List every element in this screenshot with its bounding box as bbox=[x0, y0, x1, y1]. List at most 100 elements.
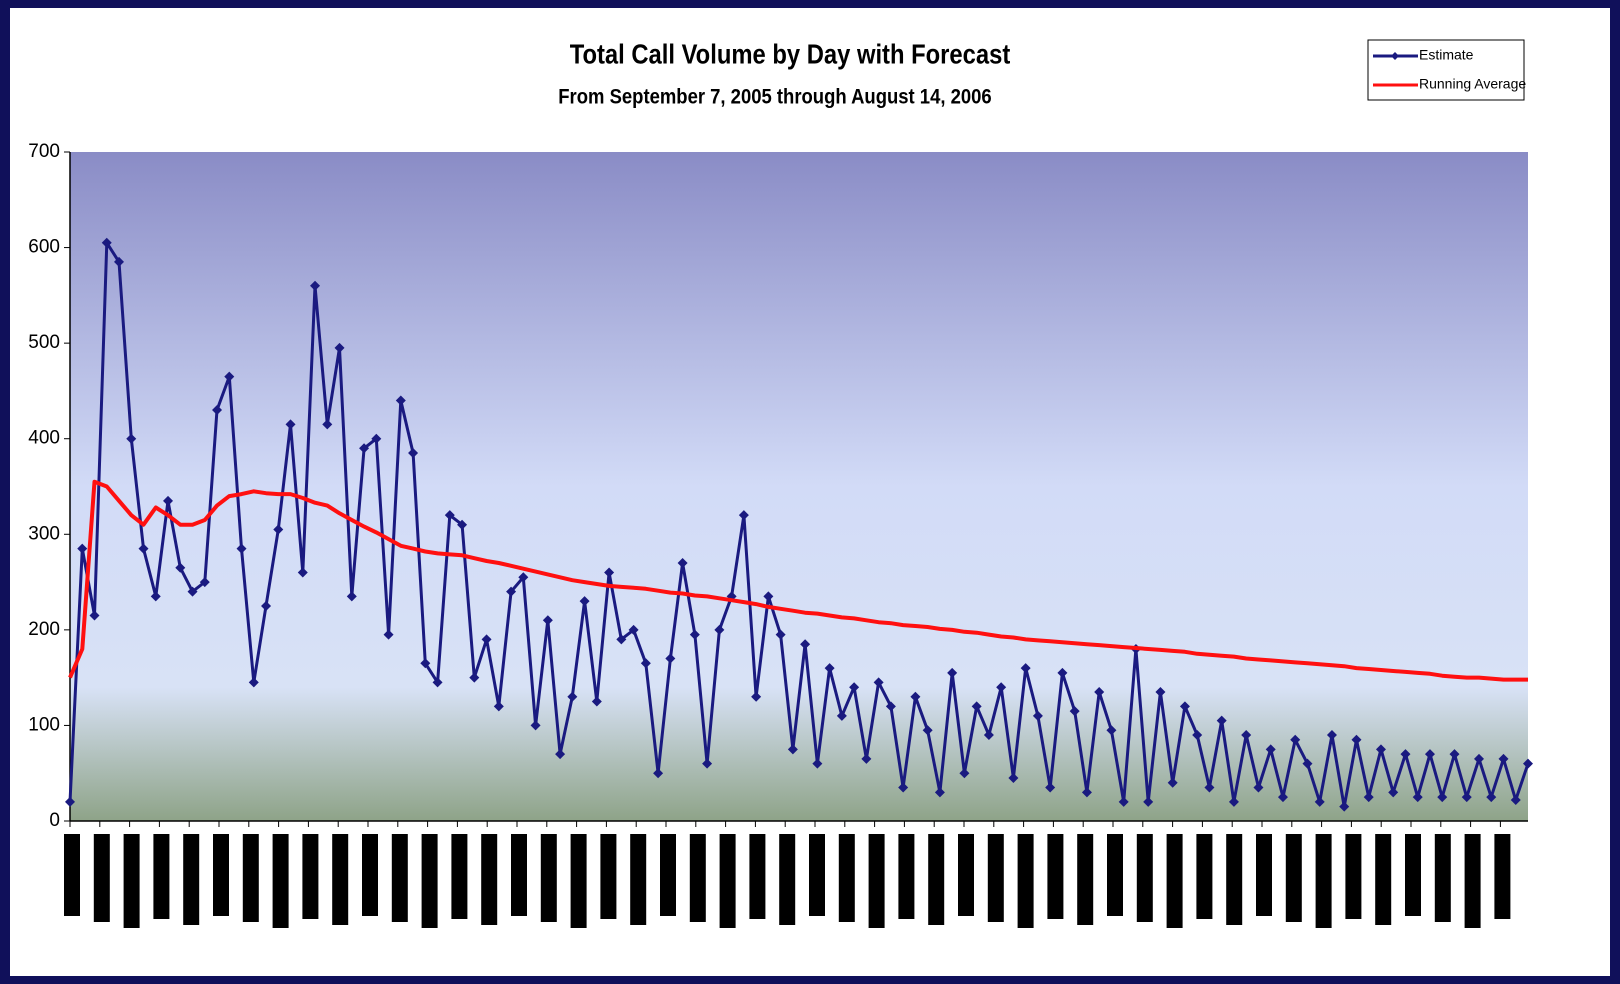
data-point bbox=[1400, 749, 1411, 760]
x-label-blot bbox=[242, 834, 259, 922]
data-point bbox=[1326, 729, 1337, 740]
x-label-blot bbox=[1166, 834, 1183, 928]
data-point bbox=[1412, 792, 1423, 803]
data-point bbox=[506, 586, 517, 597]
x-label-blot bbox=[183, 834, 200, 925]
data-point bbox=[689, 629, 700, 640]
x-label-blot bbox=[302, 834, 319, 919]
data-point bbox=[212, 405, 223, 416]
data-point bbox=[481, 634, 492, 645]
x-label-blot bbox=[272, 834, 289, 928]
x-label-blot bbox=[1375, 834, 1392, 925]
data-point bbox=[1155, 686, 1166, 697]
data-point bbox=[444, 510, 455, 521]
data-point bbox=[873, 677, 884, 688]
data-point bbox=[1473, 753, 1484, 764]
data-point bbox=[1277, 792, 1288, 803]
data-point bbox=[1461, 792, 1472, 803]
x-label-blot bbox=[689, 834, 706, 922]
x-label-blot bbox=[1047, 834, 1064, 919]
legend-label: Estimate bbox=[1419, 47, 1474, 63]
x-label-blot bbox=[1315, 834, 1332, 928]
data-point bbox=[959, 768, 970, 779]
x-label-blot bbox=[451, 834, 468, 919]
data-point bbox=[983, 729, 994, 740]
data-point bbox=[1167, 777, 1178, 788]
chart-title: Total Call Volume by Day with Forecast bbox=[570, 38, 1011, 70]
data-point bbox=[1069, 706, 1080, 717]
data-point bbox=[849, 682, 860, 693]
series-line bbox=[68, 479, 1528, 682]
data-point bbox=[285, 419, 296, 430]
data-point bbox=[138, 543, 149, 554]
x-label-blot bbox=[1136, 834, 1153, 922]
data-point bbox=[334, 342, 345, 353]
data-point bbox=[199, 577, 210, 588]
data-point bbox=[236, 543, 247, 554]
x-label-blot bbox=[93, 834, 110, 922]
data-point bbox=[653, 768, 664, 779]
y-tick-label: 100 bbox=[28, 714, 60, 735]
x-label-blot bbox=[779, 834, 796, 925]
data-point bbox=[1498, 753, 1509, 764]
data-point bbox=[1143, 796, 1154, 807]
data-point bbox=[775, 629, 786, 640]
data-point bbox=[861, 753, 872, 764]
data-point bbox=[346, 591, 357, 602]
data-point bbox=[518, 572, 529, 583]
y-tick-label: 600 bbox=[28, 237, 60, 258]
x-label-blot bbox=[1405, 834, 1421, 916]
data-point bbox=[934, 787, 945, 798]
data-point bbox=[248, 677, 259, 688]
data-point bbox=[1424, 749, 1435, 760]
data-point bbox=[1486, 792, 1497, 803]
data-point bbox=[163, 495, 174, 506]
data-point bbox=[1106, 725, 1117, 736]
data-point bbox=[1363, 792, 1374, 803]
x-label-blot bbox=[540, 834, 557, 922]
data-point bbox=[604, 567, 615, 578]
data-point bbox=[322, 419, 333, 430]
y-tick-label: 400 bbox=[28, 428, 60, 449]
data-point bbox=[1302, 758, 1313, 769]
x-label-blot bbox=[630, 834, 647, 925]
data-point bbox=[751, 691, 762, 702]
data-point bbox=[812, 758, 823, 769]
data-point bbox=[1265, 744, 1276, 755]
data-point bbox=[1094, 686, 1105, 697]
data-point bbox=[1449, 749, 1460, 760]
data-point bbox=[996, 682, 1007, 693]
x-label-blot bbox=[1256, 834, 1272, 916]
data-point bbox=[1339, 801, 1350, 812]
data-point bbox=[1314, 796, 1325, 807]
data-point bbox=[126, 433, 137, 444]
data-point bbox=[261, 600, 272, 611]
x-label-blot bbox=[958, 834, 974, 916]
x-label-blot bbox=[1196, 834, 1213, 919]
x-label-blot bbox=[570, 834, 587, 928]
y-tick-label: 300 bbox=[28, 523, 60, 544]
x-label-blot bbox=[749, 834, 766, 919]
data-point bbox=[800, 639, 811, 650]
x-label-blot bbox=[421, 834, 438, 928]
data-point bbox=[910, 691, 921, 702]
x-label-blot bbox=[809, 834, 825, 916]
x-label-blot bbox=[1226, 834, 1243, 925]
data-point bbox=[1057, 667, 1068, 678]
legend-label: Running Average bbox=[1419, 76, 1526, 92]
x-label-blot bbox=[838, 834, 855, 922]
data-point bbox=[971, 701, 982, 712]
data-point bbox=[947, 667, 958, 678]
data-point bbox=[408, 448, 419, 459]
series-line bbox=[68, 241, 1530, 809]
data-point bbox=[383, 629, 394, 640]
data-point bbox=[77, 543, 88, 554]
data-point bbox=[898, 782, 909, 793]
x-label-blot bbox=[481, 834, 498, 925]
data-point bbox=[1388, 787, 1399, 798]
data-point bbox=[616, 634, 627, 645]
y-tick-label: 700 bbox=[28, 141, 60, 162]
data-point bbox=[469, 672, 480, 683]
data-point bbox=[1179, 701, 1190, 712]
